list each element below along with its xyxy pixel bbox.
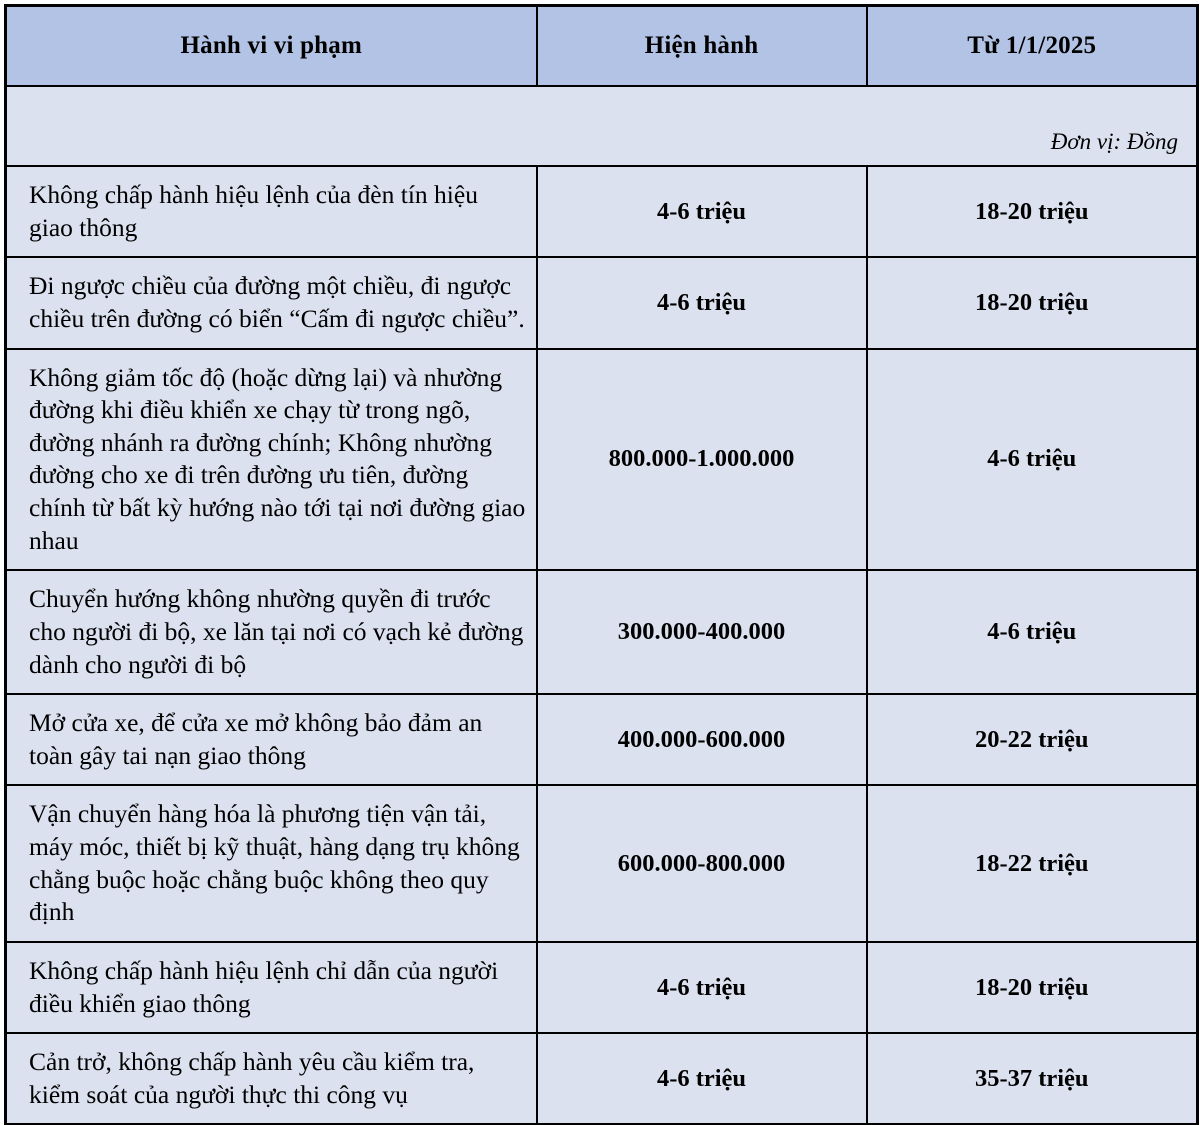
- unit-note: Đơn vị: Đồng: [4, 85, 1199, 167]
- column-header-new: Từ 1/1/2025: [865, 4, 1199, 87]
- cell-new-penalty: 18-20 triệu: [865, 164, 1199, 259]
- table-row: Không giảm tốc độ (hoặc dừng lại) và như…: [4, 347, 1199, 572]
- cell-new-penalty: 4-6 triệu: [865, 347, 1199, 572]
- column-header-current: Hiện hành: [535, 4, 868, 87]
- cell-behavior: Không giảm tốc độ (hoặc dừng lại) và như…: [4, 347, 538, 572]
- table-row: Vận chuyển hàng hóa là phương tiện vận t…: [4, 784, 1199, 943]
- cell-current-penalty: 4-6 triệu: [535, 164, 868, 259]
- cell-behavior: Đi ngược chiều của đường một chiều, đi n…: [4, 256, 538, 350]
- table-row: Chuyển hướng không nhường quyền đi trước…: [4, 569, 1199, 696]
- cell-new-penalty: 4-6 triệu: [865, 569, 1199, 696]
- table-row: Đi ngược chiều của đường một chiều, đi n…: [4, 256, 1199, 350]
- cell-current-penalty: 600.000-800.000: [535, 784, 868, 943]
- table-row: Cản trở, không chấp hành yêu cầu kiểm tr…: [4, 1032, 1199, 1125]
- cell-current-penalty: 300.000-400.000: [535, 569, 868, 696]
- cell-new-penalty: 18-20 triệu: [865, 940, 1199, 1035]
- cell-behavior: Không chấp hành hiệu lệnh chỉ dẫn của ng…: [4, 940, 538, 1035]
- cell-behavior: Vận chuyển hàng hóa là phương tiện vận t…: [4, 784, 538, 943]
- cell-behavior: Mở cửa xe, để cửa xe mở không bảo đảm an…: [4, 693, 538, 787]
- cell-current-penalty: 4-6 triệu: [535, 1032, 868, 1125]
- cell-new-penalty: 35-37 triệu: [865, 1032, 1199, 1125]
- traffic-penalty-table: Hành vi vi phạm Hiện hành Từ 1/1/2025 Đơ…: [4, 4, 1199, 1125]
- cell-new-penalty: 18-20 triệu: [865, 256, 1199, 350]
- unit-note-row: Đơn vị: Đồng: [4, 85, 1199, 167]
- cell-current-penalty: 800.000-1.000.000: [535, 347, 868, 572]
- cell-current-penalty: 4-6 triệu: [535, 256, 868, 350]
- table-row: Không chấp hành hiệu lệnh của đèn tín hi…: [4, 164, 1199, 259]
- cell-behavior: Chuyển hướng không nhường quyền đi trước…: [4, 569, 538, 696]
- cell-new-penalty: 18-22 triệu: [865, 784, 1199, 943]
- table-row: Không chấp hành hiệu lệnh chỉ dẫn của ng…: [4, 940, 1199, 1035]
- cell-new-penalty: 20-22 triệu: [865, 693, 1199, 787]
- column-header-behavior: Hành vi vi phạm: [4, 4, 538, 87]
- header-row: Hành vi vi phạm Hiện hành Từ 1/1/2025: [4, 4, 1199, 87]
- cell-current-penalty: 400.000-600.000: [535, 693, 868, 787]
- cell-behavior: Không chấp hành hiệu lệnh của đèn tín hi…: [4, 164, 538, 259]
- cell-current-penalty: 4-6 triệu: [535, 940, 868, 1035]
- table-row: Mở cửa xe, để cửa xe mở không bảo đảm an…: [4, 693, 1199, 787]
- cell-behavior: Cản trở, không chấp hành yêu cầu kiểm tr…: [4, 1032, 538, 1125]
- table-header: Hành vi vi phạm Hiện hành Từ 1/1/2025 Đơ…: [4, 4, 1199, 167]
- table-body: Không chấp hành hiệu lệnh của đèn tín hi…: [4, 164, 1199, 1125]
